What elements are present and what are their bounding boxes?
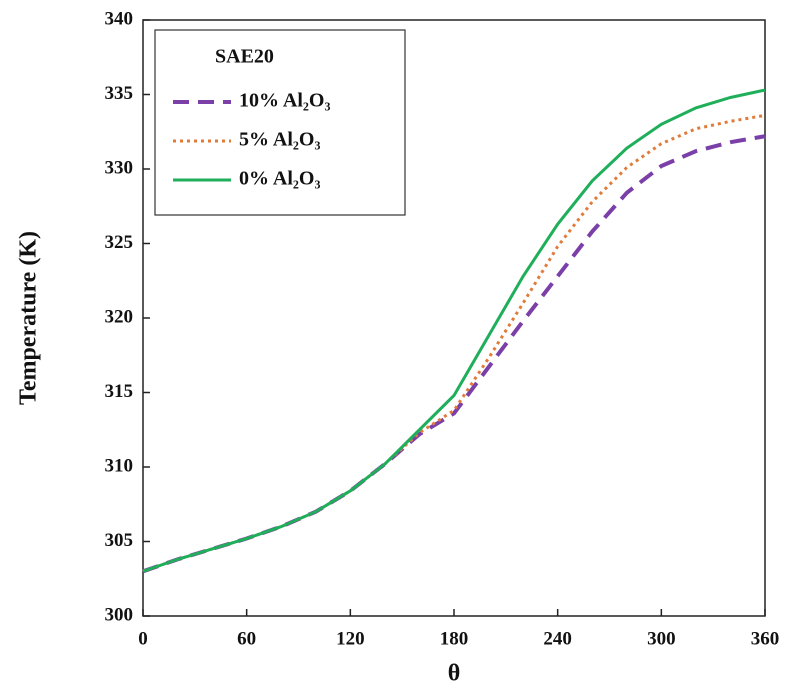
x-tick-label: 120 — [336, 628, 365, 649]
legend-label: 5% Al₂O₃ — [239, 129, 320, 151]
y-tick-label: 340 — [105, 8, 134, 29]
legend-label: 10% Al₂O₃ — [239, 90, 330, 112]
x-tick-label: 300 — [647, 628, 676, 649]
y-tick-label: 320 — [105, 306, 134, 327]
y-tick-label: 325 — [105, 232, 134, 253]
y-tick-label: 305 — [105, 530, 134, 551]
x-tick-label: 60 — [237, 628, 256, 649]
x-tick-label: 360 — [751, 628, 780, 649]
x-tick-label: 180 — [440, 628, 469, 649]
y-axis-title: Temperature (K) — [16, 231, 42, 405]
y-tick-label: 335 — [105, 83, 134, 104]
y-tick-label: 315 — [105, 381, 134, 402]
legend-title: SAE20 — [215, 46, 274, 68]
y-tick-label: 310 — [105, 455, 134, 476]
legend-label: 0% Al₂O₃ — [239, 168, 320, 190]
y-tick-label: 300 — [105, 604, 134, 625]
x-tick-label: 240 — [543, 628, 572, 649]
y-tick-label: 330 — [105, 157, 134, 178]
x-tick-label: 0 — [138, 628, 148, 649]
series-line — [142, 88, 766, 573]
x-axis-title: θ — [448, 661, 461, 687]
legend-box — [154, 29, 406, 216]
series-line — [142, 113, 766, 573]
